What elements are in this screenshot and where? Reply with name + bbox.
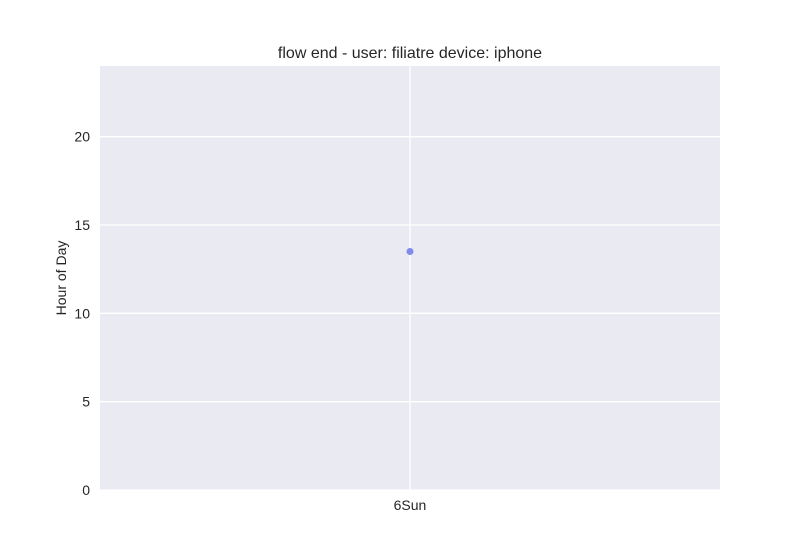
y-tick-label: 5 [82,394,90,410]
y-tick-label: 10 [74,305,90,321]
x-tick-label: 6Sun [394,497,427,513]
grid-lines [100,66,720,491]
y-axis-label: Hour of Day [53,241,69,316]
y-tick-label: 0 [82,482,90,498]
y-tick-label: 15 [74,217,90,233]
y-tick-label: 20 [74,129,90,145]
chart-title: flow end - user: filiatre device: iphone [278,45,542,62]
y-tick-labels: 0 5 10 15 20 [74,129,90,498]
x-tick-labels: 6Sun [394,497,427,513]
data-points [406,248,414,255]
data-point [406,248,414,255]
